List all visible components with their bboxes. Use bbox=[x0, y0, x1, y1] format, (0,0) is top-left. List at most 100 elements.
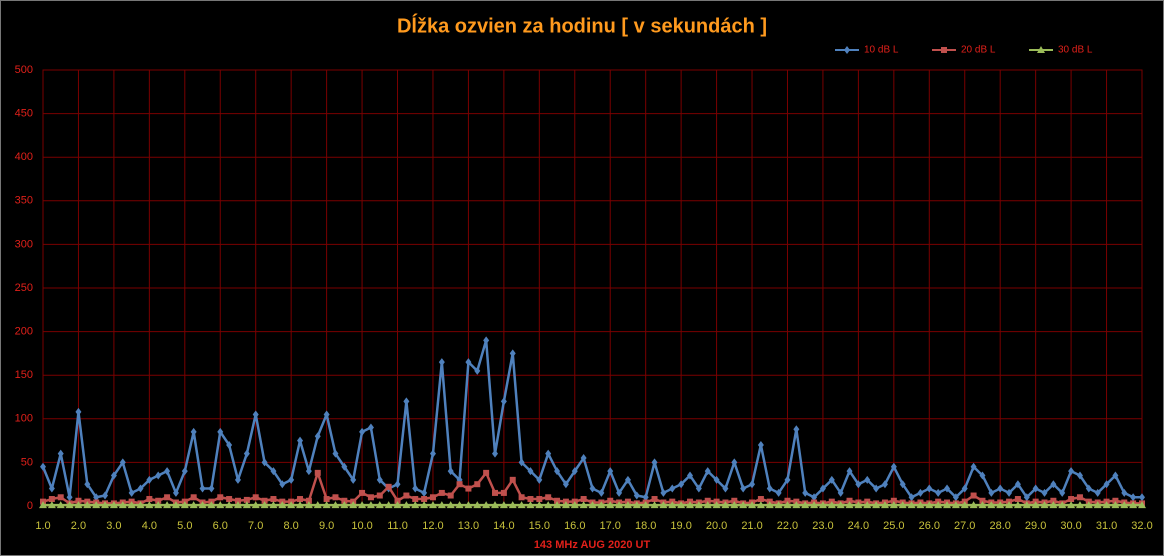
data-point bbox=[837, 488, 844, 497]
data-point bbox=[128, 488, 135, 497]
x-axis-label: 143 MHz AUG 2020 UT bbox=[534, 539, 651, 551]
data-point bbox=[226, 440, 233, 449]
data-point bbox=[845, 501, 854, 509]
data-point bbox=[297, 496, 304, 503]
data-point bbox=[367, 423, 374, 432]
data-point bbox=[979, 497, 986, 504]
data-point bbox=[651, 458, 658, 467]
data-point bbox=[811, 493, 818, 502]
data-point bbox=[704, 467, 711, 476]
data-point bbox=[561, 501, 570, 509]
data-point bbox=[332, 494, 339, 501]
data-point bbox=[810, 501, 819, 509]
data-point bbox=[233, 501, 242, 509]
y-tick-label: 450 bbox=[15, 108, 33, 120]
data-point bbox=[243, 449, 250, 458]
data-point bbox=[978, 501, 987, 509]
data-point bbox=[801, 501, 810, 509]
data-point bbox=[217, 494, 224, 501]
data-point bbox=[455, 501, 464, 509]
data-point bbox=[623, 501, 632, 509]
data-point bbox=[1059, 488, 1066, 497]
data-point bbox=[616, 488, 623, 497]
data-point bbox=[1050, 497, 1057, 504]
data-point bbox=[651, 496, 658, 503]
data-point bbox=[641, 501, 650, 509]
data-point bbox=[536, 496, 543, 503]
x-tick-label: 10.0 bbox=[351, 520, 372, 532]
data-point bbox=[297, 436, 304, 445]
data-point bbox=[1022, 501, 1031, 509]
data-point bbox=[606, 501, 615, 509]
data-point bbox=[429, 449, 436, 458]
data-point bbox=[721, 501, 730, 509]
data-point bbox=[1040, 501, 1049, 509]
data-point bbox=[366, 501, 375, 509]
data-point bbox=[908, 493, 915, 502]
data-point bbox=[873, 484, 880, 493]
data-point bbox=[802, 488, 809, 497]
data-point bbox=[331, 501, 340, 509]
data-point bbox=[429, 494, 436, 501]
data-point bbox=[793, 425, 800, 434]
x-tick-label: 1.0 bbox=[35, 520, 50, 532]
data-point bbox=[944, 484, 951, 493]
data-point bbox=[208, 484, 215, 493]
data-point bbox=[251, 501, 260, 509]
data-point bbox=[1031, 501, 1040, 509]
data-point bbox=[1111, 501, 1120, 509]
data-point bbox=[1067, 501, 1076, 509]
data-point bbox=[1075, 501, 1084, 509]
data-point bbox=[855, 480, 862, 489]
data-point bbox=[526, 501, 535, 509]
data-point bbox=[189, 501, 198, 509]
data-point bbox=[677, 501, 686, 509]
data-point bbox=[48, 496, 55, 503]
data-point bbox=[483, 336, 490, 345]
data-point bbox=[110, 471, 117, 480]
legend-marker bbox=[1037, 46, 1045, 53]
legend-label: 30 dB L bbox=[1058, 45, 1093, 56]
data-point bbox=[607, 497, 614, 504]
x-tick-label: 24.0 bbox=[848, 520, 869, 532]
data-point bbox=[47, 501, 56, 509]
data-point bbox=[756, 501, 765, 509]
data-point bbox=[979, 471, 986, 480]
data-point bbox=[694, 501, 703, 509]
data-point bbox=[164, 467, 171, 476]
data-point bbox=[881, 480, 888, 489]
data-point bbox=[987, 501, 996, 509]
data-point bbox=[1049, 501, 1058, 509]
x-tick-label: 19.0 bbox=[670, 520, 691, 532]
data-point bbox=[1032, 484, 1039, 493]
data-point bbox=[961, 484, 968, 493]
data-point bbox=[695, 484, 702, 493]
x-tick-label: 22.0 bbox=[777, 520, 798, 532]
x-tick-label: 3.0 bbox=[106, 520, 121, 532]
data-point bbox=[394, 497, 401, 504]
legend-marker bbox=[844, 46, 850, 54]
data-point bbox=[287, 501, 296, 509]
data-point bbox=[863, 501, 872, 509]
data-point bbox=[685, 501, 694, 509]
data-point bbox=[907, 501, 916, 509]
data-point bbox=[446, 501, 455, 509]
data-point bbox=[411, 501, 420, 509]
data-point bbox=[509, 349, 516, 358]
x-tick-label: 27.0 bbox=[954, 520, 975, 532]
data-point bbox=[350, 475, 357, 484]
data-point bbox=[421, 488, 428, 497]
data-point bbox=[1129, 501, 1138, 509]
data-point bbox=[969, 501, 978, 509]
data-point bbox=[917, 488, 924, 497]
data-point bbox=[243, 496, 250, 503]
data-point bbox=[181, 467, 188, 476]
data-point bbox=[951, 501, 960, 509]
data-point bbox=[314, 469, 321, 476]
data-point bbox=[500, 397, 507, 406]
data-point bbox=[66, 493, 73, 502]
data-point bbox=[518, 458, 525, 467]
data-point bbox=[570, 501, 579, 509]
data-point bbox=[508, 501, 517, 509]
data-point bbox=[544, 501, 553, 509]
